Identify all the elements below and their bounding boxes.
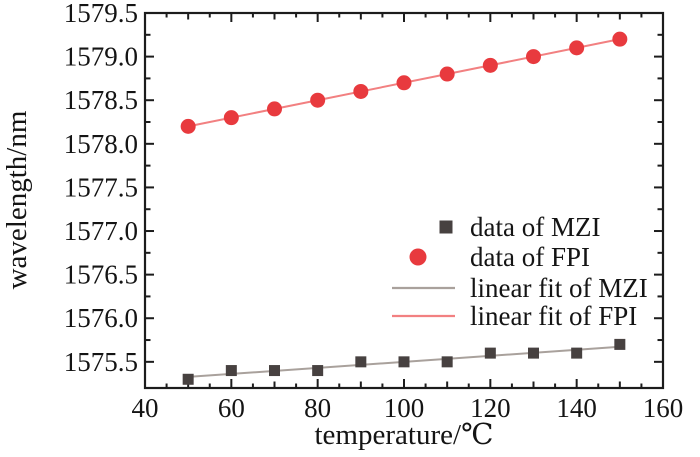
mzi-data-point bbox=[614, 338, 626, 350]
fpi-data-point bbox=[310, 92, 326, 108]
mzi-data-point bbox=[312, 365, 324, 377]
x-axis-tick-label: 100 bbox=[384, 393, 425, 423]
y-axis-tick-label: 1577.5 bbox=[64, 172, 138, 202]
x-axis-tick-label: 60 bbox=[218, 393, 245, 423]
legend-label: data of MZI bbox=[470, 212, 600, 242]
x-axis-tick-label: 80 bbox=[304, 393, 331, 423]
mzi-data-point bbox=[355, 356, 367, 368]
legend-label: linear fit of MZI bbox=[470, 273, 648, 303]
fpi-data-point bbox=[526, 49, 541, 65]
legend-label: data of FPI bbox=[470, 242, 590, 272]
legend-entry: linear fit of FPI bbox=[392, 301, 637, 331]
mzi-data-point bbox=[398, 356, 410, 368]
fpi-data-point bbox=[180, 118, 196, 134]
legend-entry: data of MZI bbox=[439, 212, 600, 242]
mzi-data-point bbox=[225, 365, 237, 377]
fpi-data-point bbox=[569, 40, 585, 56]
axis-tick-labels: 40 60 80 100 120 140 160 1575.5 1576.0 1576.5 1577… bbox=[64, 0, 684, 423]
y-axis-tick-label: 1577.0 bbox=[64, 216, 138, 246]
mzi-data-point bbox=[441, 356, 453, 368]
y-axis-tick-label: 1576.5 bbox=[64, 260, 138, 290]
mzi-data-point bbox=[528, 347, 539, 359]
axis-ticks bbox=[144, 12, 664, 388]
mzi-data-point bbox=[484, 347, 496, 359]
y-axis-tick-label: 1578.5 bbox=[64, 85, 138, 115]
mzi-data-point bbox=[269, 365, 280, 377]
x-axis-title: temperature/℃ bbox=[315, 419, 494, 451]
fpi-data-point bbox=[223, 110, 239, 126]
y-axis-tick-label: 1575.5 bbox=[64, 347, 138, 377]
y-axis-tick-label: 1578.0 bbox=[64, 129, 138, 159]
legend-entry: data of FPI bbox=[409, 242, 590, 272]
fpi-data-point bbox=[612, 31, 628, 47]
y-axis-tick-label: 1579.0 bbox=[64, 42, 138, 72]
legend-entry: linear fit of MZI bbox=[392, 273, 648, 303]
x-axis-tick-label: 120 bbox=[470, 393, 511, 423]
y-axis-tick-label: 1579.5 bbox=[64, 0, 138, 28]
plot-frame bbox=[143, 11, 665, 390]
fpi-data-point bbox=[439, 66, 455, 82]
fpi-data-point bbox=[396, 75, 412, 91]
legend-circle-marker bbox=[409, 248, 427, 266]
legend-label: linear fit of FPI bbox=[470, 301, 637, 331]
x-axis-tick-label: 140 bbox=[556, 393, 597, 423]
legend-square-marker bbox=[439, 220, 453, 234]
mzi-data-point bbox=[182, 373, 194, 385]
x-axis-tick-label: 160 bbox=[643, 393, 684, 423]
x-axis-tick-label: 40 bbox=[132, 393, 159, 423]
y-axis-title: wavelength/nm bbox=[1, 110, 33, 289]
fpi-data-point bbox=[482, 57, 498, 73]
y-axis-tick-label: 1576.0 bbox=[64, 303, 138, 333]
fpi-data-point bbox=[353, 83, 369, 99]
data-points bbox=[180, 31, 628, 385]
mzi-data-point bbox=[571, 347, 583, 359]
fpi-data-point bbox=[267, 101, 282, 117]
